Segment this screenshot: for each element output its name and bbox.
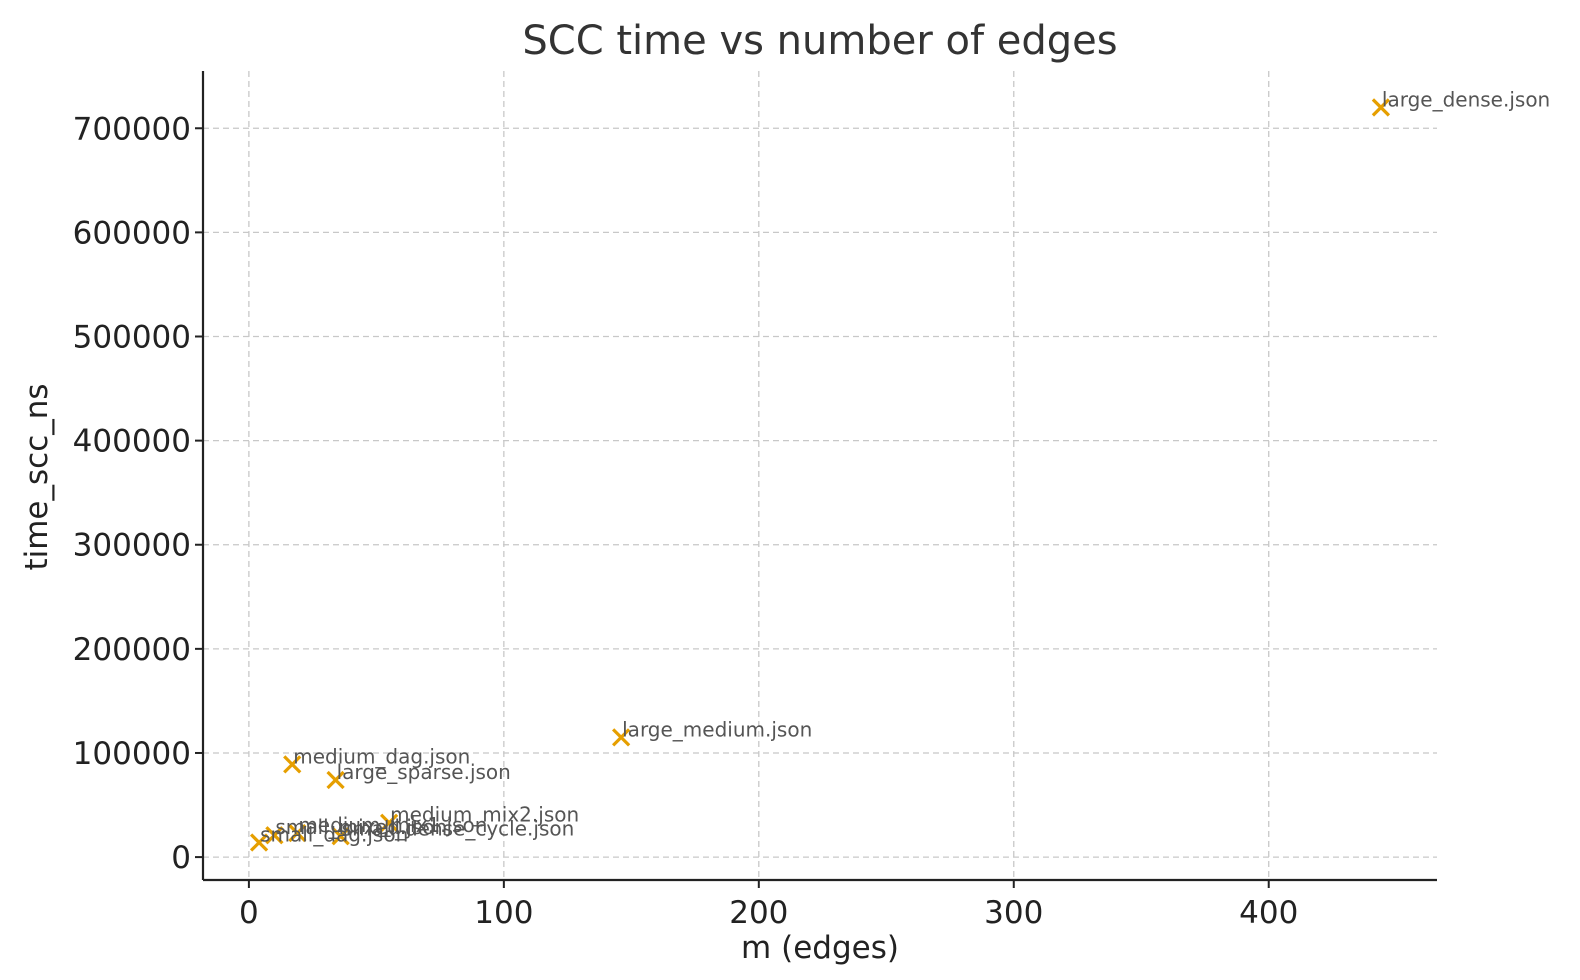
x-axis-label: m (edges) [741, 930, 899, 966]
chart-title: SCC time vs number of edges [522, 18, 1117, 64]
point-label: medium_mix2.json [390, 803, 579, 827]
marker-stroke [265, 826, 284, 845]
y-tick-label: 700000 [73, 111, 191, 147]
y-tick-label: 500000 [73, 320, 191, 356]
marker-stroke [288, 824, 307, 843]
y-tick-label: 100000 [73, 736, 191, 772]
data-point [326, 770, 345, 790]
y-tick-label: 600000 [73, 215, 191, 251]
data-point [612, 728, 631, 747]
data-point [331, 827, 350, 846]
marker-stroke [249, 833, 269, 852]
x-ticks: 0 100 200 300 400 [239, 880, 1298, 931]
point-labels: large_dense.json large_medium.json medium_… [260, 87, 1550, 846]
point-label: small_dag.json [260, 823, 408, 847]
y-tick-label: 400000 [73, 424, 191, 460]
y-ticks: 0 100000 200000 300000 400000 500000 600000 700… [73, 111, 203, 876]
point-label: small_mixed.json [275, 815, 447, 839]
marker-stroke [1371, 98, 1391, 117]
x-tick-label: 100 [474, 895, 533, 931]
x-tick-label: 300 [984, 895, 1043, 931]
y-tick-label: 200000 [73, 632, 191, 668]
x-tick-label: 0 [239, 895, 259, 931]
y-axis-label: time_scc_ns [19, 383, 55, 570]
point-label: medium_mix1.json [298, 813, 487, 837]
point-label: large_dense.json [1382, 87, 1550, 111]
y-tick-label: 300000 [73, 528, 191, 564]
x-tick-label: 400 [1239, 895, 1298, 931]
point-label: large_sparse.json [337, 760, 511, 784]
marker-stroke [379, 813, 399, 832]
point-label: medium_dag.json [293, 744, 470, 768]
y-tick-label: 0 [171, 840, 191, 876]
marker-stroke [326, 770, 345, 790]
point-label: small_dense_cycle.json [342, 816, 575, 840]
marker-stroke [283, 755, 302, 774]
marker-stroke [331, 827, 350, 846]
x-tick-label: 200 [729, 895, 788, 931]
data-point [1371, 98, 1391, 117]
data-point [288, 824, 307, 843]
point-label: large_medium.json [622, 717, 812, 741]
data-point [249, 833, 269, 852]
data-point [265, 826, 284, 845]
grid [203, 71, 1437, 880]
data-point [283, 755, 302, 774]
data-point [379, 813, 399, 832]
marker-stroke [612, 728, 631, 747]
axes [201, 71, 1437, 882]
data-points [249, 98, 1391, 852]
